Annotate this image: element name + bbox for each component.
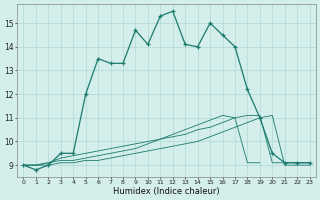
X-axis label: Humidex (Indice chaleur): Humidex (Indice chaleur) bbox=[113, 187, 220, 196]
